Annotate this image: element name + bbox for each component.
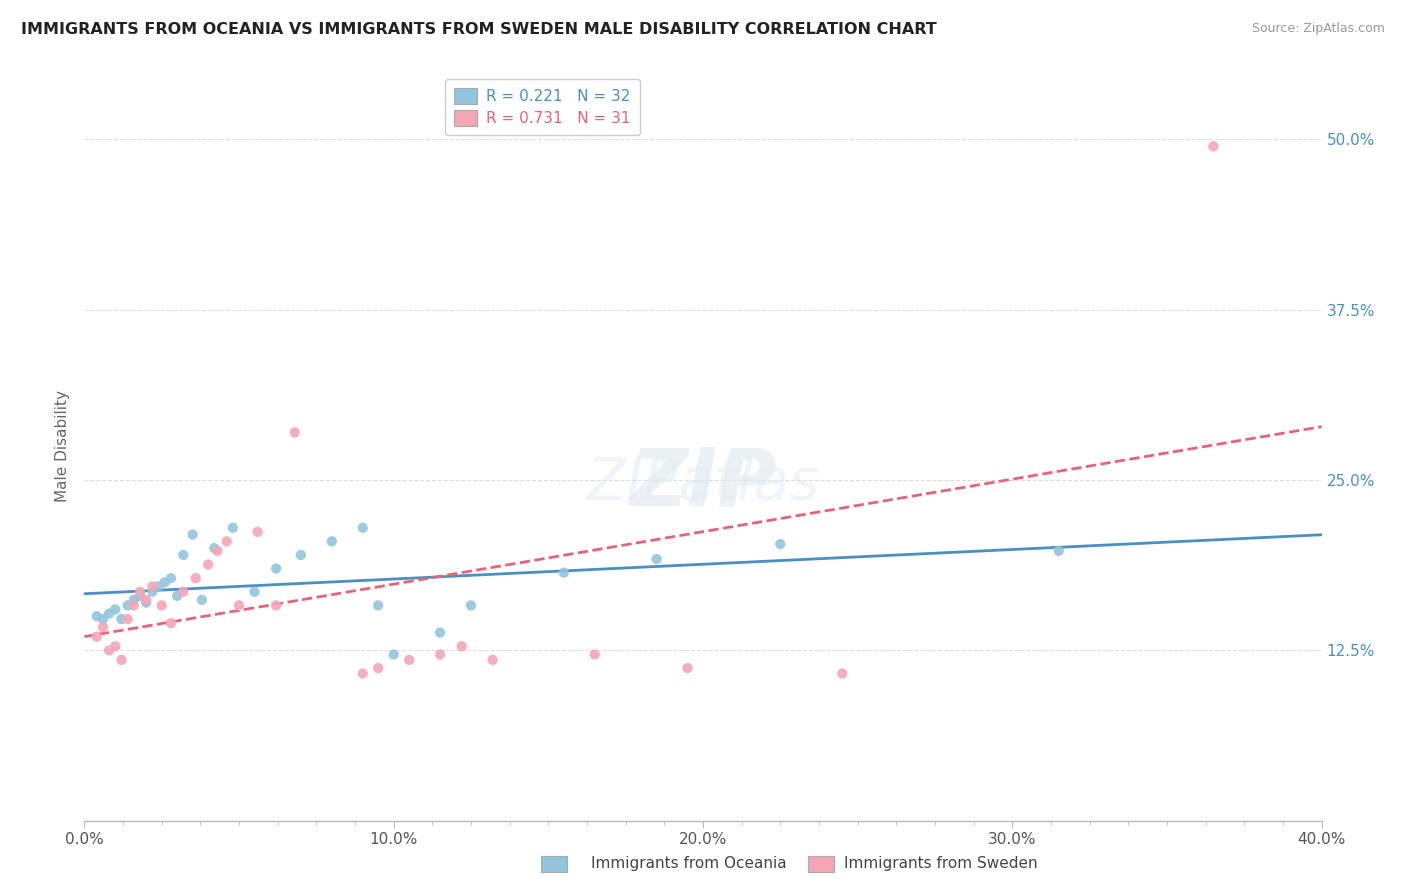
Point bbox=[117, 612, 139, 626]
Point bbox=[172, 584, 194, 599]
Point bbox=[382, 648, 405, 662]
Text: IMMIGRANTS FROM OCEANIA VS IMMIGRANTS FROM SWEDEN MALE DISABILITY CORRELATION CH: IMMIGRANTS FROM OCEANIA VS IMMIGRANTS FR… bbox=[21, 22, 936, 37]
Point bbox=[160, 571, 183, 585]
Point bbox=[104, 602, 127, 616]
Point bbox=[86, 609, 108, 624]
Point bbox=[129, 584, 152, 599]
Point bbox=[460, 599, 482, 613]
Point bbox=[367, 599, 389, 613]
Point bbox=[429, 648, 451, 662]
Text: Immigrants from Oceania: Immigrants from Oceania bbox=[591, 856, 786, 871]
Point bbox=[215, 534, 238, 549]
Point bbox=[352, 666, 374, 681]
Point bbox=[202, 541, 225, 556]
Point bbox=[104, 640, 127, 654]
Text: Immigrants from Sweden: Immigrants from Sweden bbox=[844, 856, 1038, 871]
Point bbox=[148, 579, 170, 593]
Point bbox=[98, 643, 121, 657]
Point bbox=[110, 612, 132, 626]
Point bbox=[352, 521, 374, 535]
Text: Source: ZipAtlas.com: Source: ZipAtlas.com bbox=[1251, 22, 1385, 36]
Point bbox=[166, 589, 188, 603]
Point bbox=[284, 425, 307, 440]
Point bbox=[153, 575, 176, 590]
Point bbox=[583, 648, 606, 662]
Point bbox=[122, 599, 145, 613]
Point bbox=[91, 620, 114, 634]
Point bbox=[129, 589, 152, 603]
Point bbox=[122, 593, 145, 607]
Point bbox=[141, 579, 163, 593]
Point bbox=[831, 666, 853, 681]
Legend: R = 0.221   N = 32, R = 0.731   N = 31: R = 0.221 N = 32, R = 0.731 N = 31 bbox=[444, 79, 640, 136]
Point bbox=[160, 616, 183, 631]
Point bbox=[191, 593, 214, 607]
Y-axis label: Male Disability: Male Disability bbox=[55, 390, 70, 502]
Point bbox=[135, 593, 157, 607]
Point bbox=[481, 653, 503, 667]
Point bbox=[86, 630, 108, 644]
Point bbox=[222, 521, 245, 535]
Point bbox=[769, 537, 792, 551]
Point bbox=[228, 599, 250, 613]
Point bbox=[450, 640, 472, 654]
Point bbox=[290, 548, 312, 562]
Text: ZIP: ZIP bbox=[630, 444, 776, 523]
Point bbox=[207, 544, 229, 558]
Point bbox=[110, 653, 132, 667]
Point bbox=[367, 661, 389, 675]
Point bbox=[246, 524, 269, 539]
Point bbox=[645, 552, 668, 566]
Point bbox=[429, 625, 451, 640]
Point bbox=[91, 612, 114, 626]
Text: ZIPatlas: ZIPatlas bbox=[586, 455, 820, 512]
Point bbox=[135, 596, 157, 610]
Point bbox=[553, 566, 575, 580]
Point bbox=[117, 599, 139, 613]
Point bbox=[141, 584, 163, 599]
Point bbox=[150, 599, 173, 613]
Point bbox=[264, 599, 287, 613]
Point bbox=[264, 561, 287, 575]
Point bbox=[181, 527, 204, 541]
Point bbox=[398, 653, 420, 667]
Point bbox=[243, 584, 266, 599]
Point bbox=[1202, 139, 1225, 153]
Point bbox=[1047, 544, 1070, 558]
Point bbox=[172, 548, 194, 562]
Point bbox=[98, 607, 121, 621]
Point bbox=[197, 558, 219, 572]
Point bbox=[321, 534, 343, 549]
Point bbox=[184, 571, 207, 585]
Point bbox=[676, 661, 699, 675]
